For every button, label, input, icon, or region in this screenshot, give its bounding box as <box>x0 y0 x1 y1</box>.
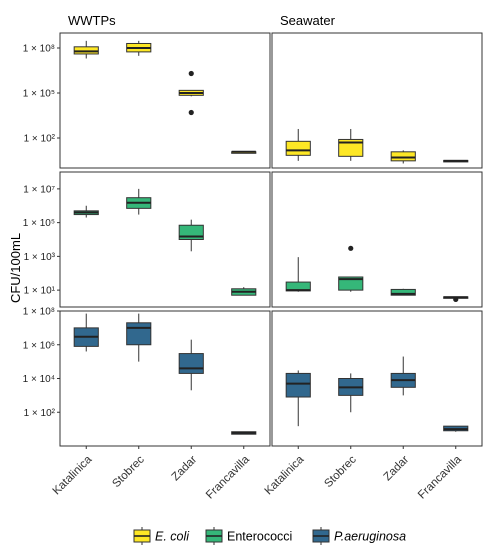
x-tick-label: Stobrec <box>110 453 147 490</box>
facet-strips: WWTPs Seawater <box>68 13 336 28</box>
box-francavilla <box>231 287 257 296</box>
legend-item-2: P.aeruginosa <box>312 527 406 545</box>
y-tick-label: 1 × 10⁴ <box>23 374 55 385</box>
box-francavilla <box>443 425 469 432</box>
box-katalinica <box>73 313 99 352</box>
x-tick-label: Katalinica <box>51 453 95 497</box>
box-katalinica <box>73 40 99 59</box>
box-stobrec <box>338 245 364 292</box>
box-stobrec <box>126 313 152 362</box>
box-stobrec <box>126 40 152 56</box>
panel-frame <box>59 32 271 169</box>
facet-strip-wwtps: WWTPs <box>68 13 116 28</box>
y-tick-label: 1 × 10¹ <box>24 286 56 297</box>
legend-label: Enterococci <box>227 530 292 544</box>
box-katalinica <box>285 128 311 161</box>
y-axis-label: CFU/100mL <box>8 233 23 303</box>
panel-frame <box>59 171 271 308</box>
box-stobrec <box>126 188 152 215</box>
box-zadar <box>178 339 204 391</box>
y-tick-label: 1 × 10² <box>24 408 56 419</box>
outlier-point <box>348 245 354 251</box>
y-tick-label: 1 × 10³ <box>24 252 56 263</box>
x-tick-label: Katalinica <box>263 453 307 497</box>
box-body <box>390 288 416 296</box>
box-zadar <box>178 219 204 252</box>
y-tick-label: 1 × 10⁶ <box>23 340 55 351</box>
box-zadar <box>178 70 204 116</box>
box-body <box>285 140 311 156</box>
box-body <box>338 276 364 291</box>
panel-seawater-enterococci <box>271 171 483 308</box>
x-tick-label: Zadar <box>170 454 200 484</box>
y-tick-label: 1 × 10⁸ <box>23 44 55 55</box>
x-axis-labels: Katalinica Stobrec Zadar Francavilla Katalin… <box>51 453 465 501</box>
x-tick-label: Zadar <box>382 454 412 484</box>
legend: E. coli Enterococci P.aeruginosa <box>133 527 406 545</box>
panel-wwtps-enterococci: 1 × 10¹ 1 × 10³ 1 × 10⁵ 1 × 10⁷ <box>23 171 271 308</box>
x-tick-label: Francavilla <box>416 453 464 501</box>
legend-label: E. coli <box>155 530 190 544</box>
outlier-point <box>453 296 459 303</box>
y-tick-label: 1 × 10² <box>24 134 56 145</box>
panel-seawater-paeruginosa <box>271 310 483 449</box>
box-zadar <box>390 356 416 396</box>
box-body <box>285 372 311 398</box>
box-katalinica <box>73 205 99 218</box>
box-katalinica <box>285 370 311 427</box>
box-stobrec <box>338 373 364 413</box>
box-body <box>178 353 204 374</box>
box-francavilla <box>231 431 257 435</box>
panel-wwtps-ecoli: 1 × 10² 1 × 10⁵ 1 × 10⁸ <box>23 32 271 169</box>
x-tick-label: Stobrec <box>322 453 359 490</box>
x-tick-label: Francavilla <box>204 453 252 501</box>
y-tick-label: 1 × 10⁵ <box>23 89 55 100</box>
y-tick-label: 1 × 10⁷ <box>23 184 55 195</box>
y-tick-label: 1 × 10⁵ <box>23 218 55 229</box>
box-francavilla <box>231 150 257 154</box>
panel-seawater-ecoli <box>271 32 483 169</box>
box-body <box>126 322 152 346</box>
facet-strip-seawater: Seawater <box>280 13 336 28</box>
box-katalinica <box>285 257 311 292</box>
box-body <box>338 138 364 157</box>
box-francavilla <box>443 296 469 303</box>
legend-label: P.aeruginosa <box>334 530 406 544</box>
box-zadar <box>390 150 416 164</box>
outlier-point <box>188 109 194 116</box>
box-zadar <box>390 288 416 296</box>
y-tick-label: 1 × 10⁸ <box>23 307 55 318</box>
box-francavilla <box>443 159 469 163</box>
outlier-point <box>188 70 194 77</box>
panel-wwtps-paeruginosa: 1 × 10² 1 × 10⁴ 1 × 10⁶ 1 × 10⁸ <box>23 307 271 449</box>
box-stobrec <box>338 128 364 161</box>
legend-item-1: Enterococci <box>205 527 292 545</box>
legend-item-0: E. coli <box>133 527 190 545</box>
box-body <box>390 151 416 162</box>
